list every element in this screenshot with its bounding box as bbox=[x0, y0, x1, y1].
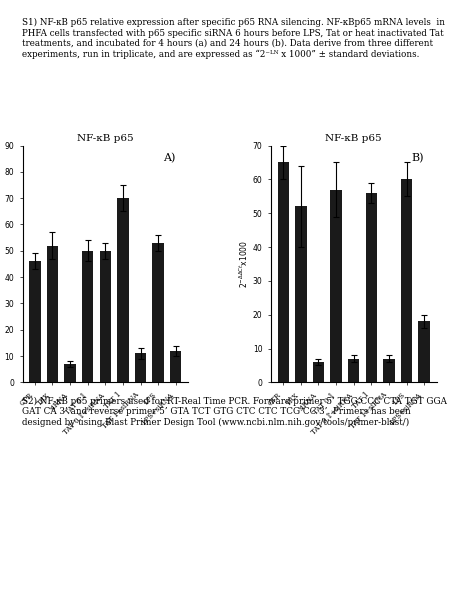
Bar bbox=[29, 262, 40, 382]
Bar bbox=[348, 359, 360, 382]
Bar bbox=[99, 251, 111, 382]
Bar bbox=[330, 190, 342, 382]
Text: S1) NF-κB p65 relative expression after specific p65 RNA silencing. NF-κBp65 mRN: S1) NF-κB p65 relative expression after … bbox=[22, 18, 446, 59]
Bar bbox=[135, 353, 146, 382]
Text: B): B) bbox=[412, 152, 424, 163]
Bar bbox=[64, 364, 76, 382]
Bar bbox=[365, 193, 377, 382]
Title: NF-κB p65: NF-κB p65 bbox=[77, 134, 134, 143]
Bar bbox=[383, 359, 395, 382]
Bar bbox=[295, 206, 306, 382]
Bar bbox=[153, 243, 164, 382]
Bar bbox=[47, 245, 58, 382]
Text: A): A) bbox=[163, 152, 176, 163]
Bar bbox=[82, 251, 94, 382]
Bar bbox=[278, 163, 289, 382]
Y-axis label: $2^{-\Delta\Delta Ct}$x1000: $2^{-\Delta\Delta Ct}$x1000 bbox=[0, 240, 2, 288]
Bar bbox=[418, 322, 430, 382]
Bar bbox=[117, 198, 129, 382]
Bar bbox=[401, 179, 412, 382]
Y-axis label: $2^{-\Delta\Delta Ct}$x1000: $2^{-\Delta\Delta Ct}$x1000 bbox=[238, 240, 250, 288]
Text: S2) NF-κB p65 primers used for RT-Real Time PCR. Forward primer 5’ TGG CCC CTA T: S2) NF-κB p65 primers used for RT-Real T… bbox=[22, 397, 447, 427]
Title: NF-κB p65: NF-κB p65 bbox=[325, 134, 382, 143]
Bar bbox=[313, 362, 324, 382]
Bar bbox=[170, 351, 181, 382]
